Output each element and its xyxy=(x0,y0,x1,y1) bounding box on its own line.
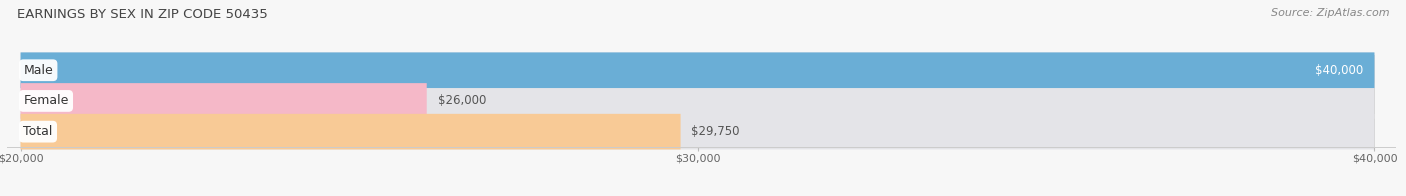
FancyBboxPatch shape xyxy=(21,83,427,119)
FancyBboxPatch shape xyxy=(21,52,1375,88)
Text: EARNINGS BY SEX IN ZIP CODE 50435: EARNINGS BY SEX IN ZIP CODE 50435 xyxy=(17,8,267,21)
Text: $40,000: $40,000 xyxy=(1316,64,1364,77)
FancyBboxPatch shape xyxy=(21,114,681,150)
Text: $29,750: $29,750 xyxy=(692,125,740,138)
Text: Female: Female xyxy=(24,94,69,107)
Text: $26,000: $26,000 xyxy=(437,94,486,107)
FancyBboxPatch shape xyxy=(21,83,1375,119)
FancyBboxPatch shape xyxy=(21,114,1375,150)
FancyBboxPatch shape xyxy=(21,52,1375,88)
Text: Total: Total xyxy=(24,125,52,138)
Text: Source: ZipAtlas.com: Source: ZipAtlas.com xyxy=(1271,8,1389,18)
Text: Male: Male xyxy=(24,64,53,77)
